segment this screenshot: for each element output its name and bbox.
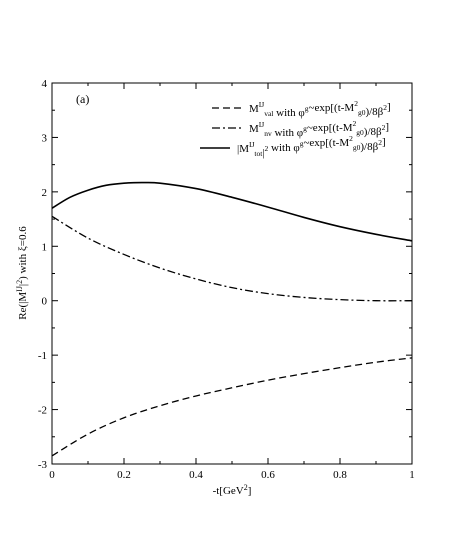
- legend-sup: g: [305, 104, 309, 113]
- legend-text-part: )/8β: [365, 106, 383, 118]
- y-tick-label: 4: [42, 78, 48, 90]
- legend-sup: 2: [383, 103, 387, 112]
- series-line-val: [51, 357, 413, 457]
- x-tick-label: 0.4: [189, 469, 203, 481]
- legend-sup: IJ: [259, 100, 264, 109]
- legend-sup: 2: [354, 99, 358, 108]
- axis-ticks: 0 0.2 0.4 0.6 0.8 1 -3 -2 -1 0 1 2 3 4: [38, 78, 415, 481]
- x-tick-label: 0.8: [333, 469, 347, 481]
- legend-text-part: )/8β: [364, 126, 382, 138]
- legend-sub: tot: [254, 149, 263, 158]
- legend-sup: 2: [349, 134, 353, 143]
- y-tick-label: -2: [38, 405, 47, 417]
- legend-text-part: ]: [387, 101, 391, 113]
- legend-text-part: ~exp[(t-M: [307, 122, 353, 134]
- legend-label-tot: |MIJtot|2 with φg~exp[(t-M2g0)/8β2]: [237, 134, 386, 159]
- legend-text-part: ~exp[(t-M: [309, 102, 355, 114]
- series-line-tot: [51, 181, 413, 242]
- legend-text-part: with φ: [268, 142, 299, 154]
- y-tick-label: -3: [38, 459, 48, 471]
- legend-label-nv: MIJnv with φg~exp[(t-M2g0)/8β2]: [249, 119, 389, 139]
- y-tick-label: 2: [42, 187, 48, 199]
- plot-frame: [51, 82, 413, 465]
- series-line-nv: [51, 215, 413, 302]
- legend-sup: g: [300, 139, 304, 148]
- legend-text-part: |M: [237, 143, 249, 155]
- legend-sub: val: [264, 109, 273, 118]
- legend-text-part: )/8β: [360, 141, 378, 153]
- x-tick-label: 0: [49, 469, 55, 481]
- legend-text-part: ]: [382, 136, 386, 148]
- y-tick-label: 1: [42, 241, 48, 253]
- legend-text-part: ~exp[(t-M: [303, 137, 349, 149]
- series-layer: [51, 181, 413, 457]
- x-tick-label: 0.6: [261, 469, 275, 481]
- legend-sup: 2: [353, 119, 357, 128]
- y-tick-label: 0: [42, 296, 48, 308]
- legend-sup: 2: [382, 123, 386, 132]
- legend-text-part: |: [262, 147, 264, 159]
- legend-text-part: M: [249, 103, 259, 115]
- x-tick-label: 0.2: [117, 469, 131, 481]
- legend-sup: IJ: [259, 120, 264, 129]
- y-axis-label: Re(|MIJ|2) with ξ=0.6: [15, 226, 29, 320]
- legend-sub: nv: [264, 129, 272, 138]
- legend-sup: 2: [265, 144, 269, 153]
- legend-label-val: MIJval with φg~exp[(t-M2g0)/8β2]: [249, 99, 391, 119]
- legend-text-part: with φ: [273, 107, 304, 119]
- legend-sup: IJ: [249, 140, 254, 149]
- y-tick-label: 3: [42, 132, 48, 144]
- x-axis-label: -t[GeV2]: [213, 483, 252, 497]
- legend-sup: 2: [378, 138, 382, 147]
- legend-sub: g0: [358, 108, 366, 117]
- legend-sup: g: [303, 124, 307, 133]
- legend-sub: g0: [356, 128, 364, 137]
- x-tick-label: 1: [409, 469, 415, 481]
- legend-text-part: with φ: [272, 127, 303, 139]
- panel-label: (a): [76, 92, 89, 106]
- legend: MIJval with φg~exp[(t-M2g0)/8β2] MIJnv w…: [200, 99, 391, 159]
- legend-text-part: ]: [385, 121, 389, 133]
- legend-sub: g0: [353, 143, 361, 152]
- y-tick-label: -1: [38, 350, 47, 362]
- legend-text-part: M: [249, 123, 259, 135]
